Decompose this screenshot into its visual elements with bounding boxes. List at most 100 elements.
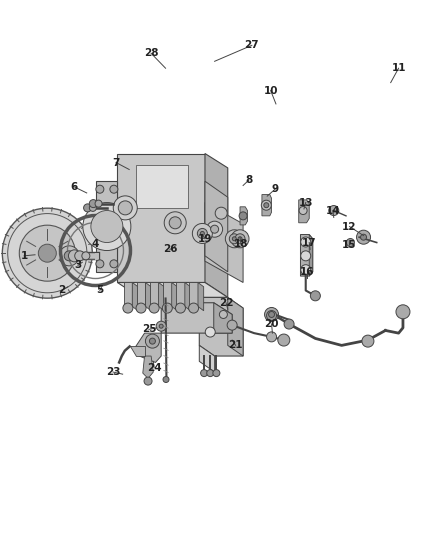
- Circle shape: [284, 319, 294, 329]
- Circle shape: [301, 251, 311, 261]
- Circle shape: [149, 338, 155, 344]
- Circle shape: [362, 335, 374, 347]
- Circle shape: [278, 334, 290, 346]
- Circle shape: [360, 234, 367, 240]
- Polygon shape: [300, 235, 313, 276]
- Circle shape: [205, 327, 215, 337]
- Circle shape: [267, 311, 276, 320]
- Polygon shape: [172, 282, 177, 311]
- Circle shape: [213, 369, 220, 377]
- Circle shape: [123, 303, 133, 313]
- Circle shape: [162, 303, 172, 313]
- Circle shape: [8, 214, 87, 293]
- Polygon shape: [299, 200, 309, 223]
- Polygon shape: [199, 297, 243, 356]
- Circle shape: [231, 230, 249, 248]
- Polygon shape: [205, 154, 228, 297]
- Polygon shape: [185, 282, 191, 311]
- Polygon shape: [189, 282, 198, 306]
- Circle shape: [267, 332, 276, 342]
- Circle shape: [59, 246, 79, 266]
- Circle shape: [91, 211, 123, 243]
- Polygon shape: [161, 303, 232, 333]
- Circle shape: [207, 369, 214, 377]
- Text: 2: 2: [58, 286, 65, 295]
- Circle shape: [268, 311, 275, 318]
- Text: 19: 19: [198, 234, 212, 244]
- Circle shape: [225, 230, 244, 248]
- Circle shape: [89, 204, 96, 212]
- Circle shape: [83, 203, 131, 251]
- Text: 9: 9: [272, 184, 279, 194]
- Circle shape: [301, 237, 311, 247]
- Polygon shape: [205, 203, 243, 282]
- Circle shape: [89, 199, 97, 208]
- Text: 14: 14: [325, 206, 340, 215]
- Circle shape: [169, 217, 181, 229]
- Polygon shape: [199, 345, 215, 372]
- Polygon shape: [228, 297, 243, 356]
- Circle shape: [201, 369, 208, 377]
- Circle shape: [239, 212, 247, 220]
- Text: 4: 4: [92, 239, 99, 249]
- Circle shape: [261, 200, 271, 210]
- Circle shape: [156, 321, 166, 331]
- Circle shape: [207, 221, 223, 237]
- Circle shape: [75, 251, 85, 261]
- Text: 21: 21: [228, 341, 243, 350]
- Polygon shape: [145, 282, 151, 311]
- Circle shape: [2, 208, 92, 298]
- Text: 13: 13: [298, 198, 313, 207]
- Circle shape: [64, 251, 74, 261]
- Circle shape: [211, 225, 219, 233]
- Text: 27: 27: [244, 41, 259, 50]
- Polygon shape: [136, 333, 161, 362]
- Circle shape: [19, 225, 75, 281]
- Polygon shape: [163, 282, 172, 306]
- Polygon shape: [176, 282, 185, 306]
- Circle shape: [159, 324, 163, 328]
- Polygon shape: [240, 207, 247, 225]
- Polygon shape: [132, 282, 138, 311]
- Circle shape: [110, 260, 118, 268]
- Circle shape: [238, 237, 242, 241]
- Circle shape: [82, 252, 90, 260]
- Text: 11: 11: [391, 63, 406, 73]
- Text: 23: 23: [106, 367, 120, 377]
- Text: 25: 25: [141, 325, 156, 334]
- Text: 24: 24: [147, 363, 162, 373]
- Circle shape: [198, 229, 207, 238]
- Circle shape: [232, 237, 237, 241]
- Circle shape: [215, 207, 227, 219]
- Circle shape: [96, 185, 104, 193]
- Text: 16: 16: [299, 267, 314, 277]
- Text: 26: 26: [162, 245, 177, 254]
- Circle shape: [164, 212, 186, 234]
- Polygon shape: [96, 181, 117, 272]
- Polygon shape: [198, 282, 204, 311]
- Text: 12: 12: [342, 222, 357, 231]
- Circle shape: [84, 204, 92, 212]
- Text: 18: 18: [233, 239, 248, 249]
- Circle shape: [38, 244, 57, 262]
- Polygon shape: [124, 282, 132, 306]
- Text: 1: 1: [21, 251, 28, 261]
- Text: 17: 17: [302, 238, 317, 247]
- Text: 15: 15: [342, 240, 357, 250]
- Polygon shape: [130, 346, 145, 356]
- Text: 20: 20: [264, 319, 279, 329]
- Circle shape: [118, 201, 132, 215]
- Circle shape: [265, 308, 279, 321]
- Polygon shape: [117, 154, 205, 282]
- Polygon shape: [262, 195, 272, 216]
- Circle shape: [149, 303, 159, 313]
- Polygon shape: [136, 165, 188, 208]
- Text: 7: 7: [113, 158, 120, 167]
- Text: 22: 22: [219, 298, 233, 308]
- Circle shape: [264, 203, 269, 208]
- Circle shape: [346, 238, 354, 247]
- Circle shape: [299, 206, 307, 215]
- Text: 5: 5: [96, 286, 103, 295]
- Text: 8: 8: [245, 175, 252, 185]
- Circle shape: [136, 303, 146, 313]
